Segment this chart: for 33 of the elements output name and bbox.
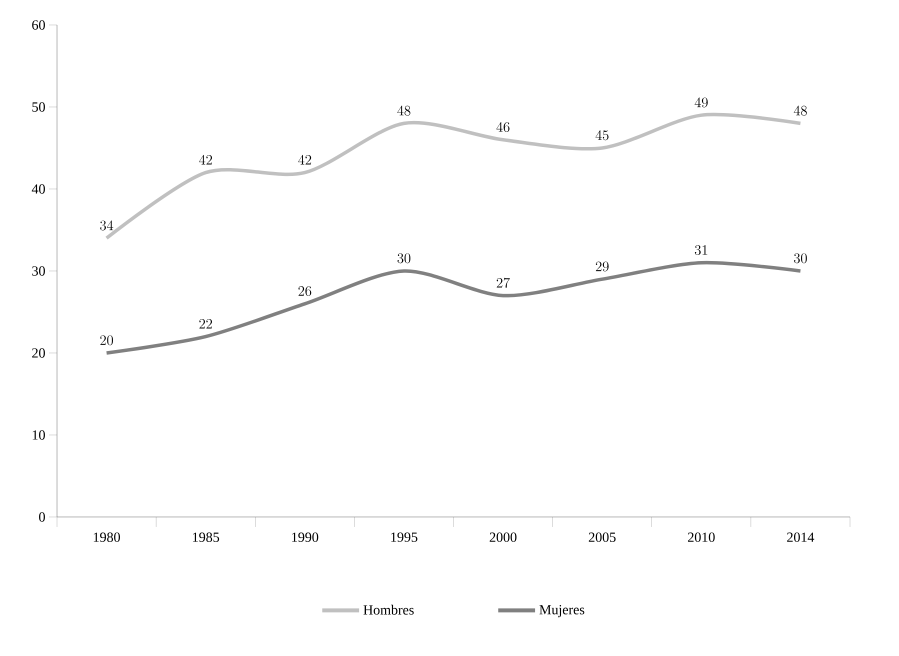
y-tick-label: 20 <box>32 348 45 358</box>
x-tick-label: 1990 <box>292 532 318 542</box>
data-label: 30 <box>398 253 410 264</box>
data-label: 34 <box>100 220 114 230</box>
data-label: 46 <box>496 122 510 132</box>
data-label: 48 <box>397 106 410 116</box>
x-tick-label: 2000 <box>490 532 516 542</box>
y-tick-label: 10 <box>32 430 45 440</box>
x-tick-label: 2010 <box>688 532 715 542</box>
data-label: 48 <box>794 106 807 116</box>
x-tick-label: 1995 <box>391 532 418 542</box>
data-label: 31 <box>694 245 708 256</box>
data-label: 29 <box>596 262 609 272</box>
data-label: 22 <box>199 318 212 329</box>
x-tick-label: 2005 <box>588 532 616 542</box>
y-tick-label: 60 <box>32 20 45 30</box>
y-tick-label: 40 <box>32 184 45 194</box>
data-label: 45 <box>596 130 608 140</box>
data-label: 26 <box>298 286 312 296</box>
data-label: 42 <box>199 154 212 165</box>
data-label: 49 <box>694 97 708 108</box>
legend-label: Mujeres <box>539 605 584 618</box>
x-tick-label: 1980 <box>94 532 120 542</box>
data-label: 30 <box>794 253 807 264</box>
y-tick-label: 50 <box>32 102 45 112</box>
y-tick-label: 0 <box>39 512 45 522</box>
data-label: 27 <box>496 278 510 288</box>
x-tick-label: 1985 <box>192 532 220 542</box>
x-tick-label: 2014 <box>787 532 814 542</box>
data-label: 42 <box>298 154 312 165</box>
data-label: 20 <box>100 335 113 346</box>
y-tick-label: 30 <box>32 266 45 276</box>
legend-label: Hombres <box>364 604 414 615</box>
